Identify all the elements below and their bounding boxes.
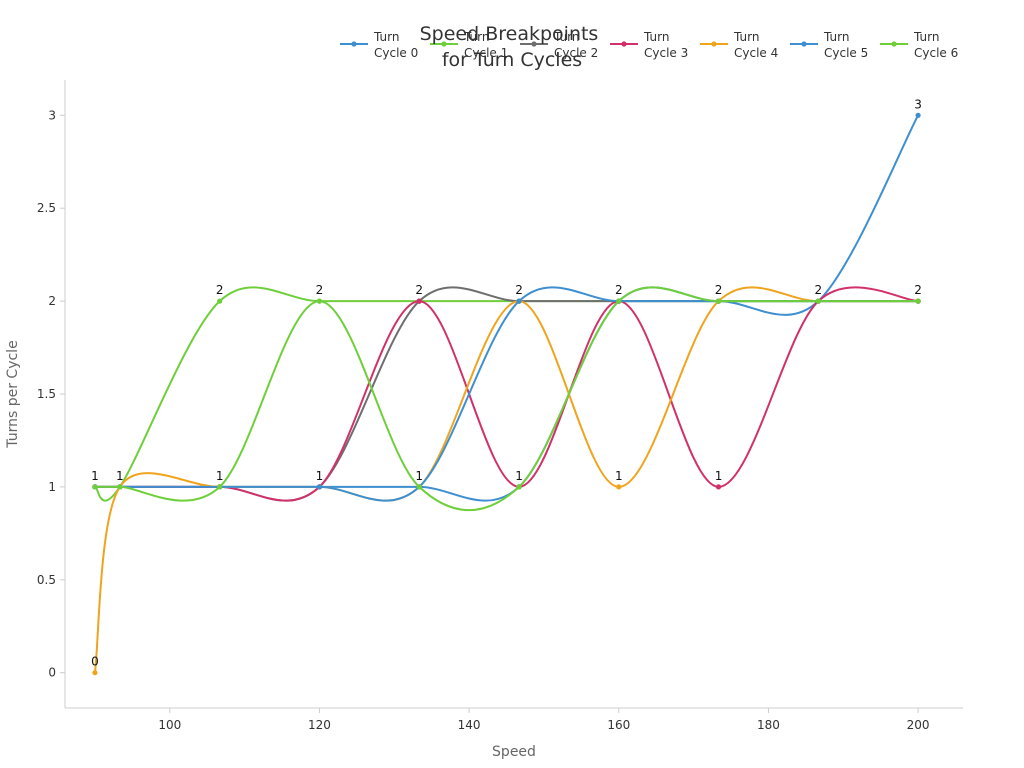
data-label: 1	[715, 469, 723, 483]
legend-label: Turn Cycle 1	[463, 30, 508, 60]
data-point	[815, 298, 821, 304]
chart-title: Speed Breakpoints for Turn Cycles	[420, 23, 605, 71]
legend-label-line: Cycle 6	[914, 46, 958, 60]
data-point	[616, 298, 622, 304]
y-axis-title: Turns per Cycle	[5, 340, 21, 448]
series-line-cycle-4	[93, 286, 919, 673]
data-label: 3	[914, 97, 922, 111]
legend-label-line: Cycle 5	[824, 46, 868, 60]
legend-item-cycle-0[interactable]: Turn Cycle 0	[340, 30, 418, 60]
legend-item-cycle-3[interactable]: Turn Cycle 3	[610, 30, 688, 60]
data-label: 1	[415, 469, 423, 483]
legend: Turn Cycle 0 Turn Cycle 1 Turn Cycle 2 Turn Cyc…	[340, 30, 958, 60]
chart-title-line-1: Speed Breakpoints	[420, 23, 599, 45]
data-label: 2	[415, 283, 423, 297]
legend-label: Turn Cycle 4	[733, 30, 778, 60]
data-point	[217, 298, 223, 304]
series-cycle-6	[92, 286, 921, 512]
data-label: 1	[91, 469, 99, 483]
legend-label: Turn Cycle 0	[373, 30, 418, 60]
data-point	[715, 298, 722, 304]
data-label: 1	[615, 469, 623, 483]
legend-marker	[801, 41, 807, 47]
axes: 100 120 140 160 180 200 00.511.522.53 Speed T…	[5, 80, 963, 760]
x-tick-label: 160	[607, 718, 630, 732]
legend-label-line: Cycle 1	[464, 46, 508, 60]
y-tick-label: 0.5	[37, 573, 56, 587]
y-tick-label: 2.5	[37, 201, 56, 215]
y-ticks: 0 0.5 1 1.5 2 2.5 3	[37, 108, 65, 680]
legend-label-line: Cycle 4	[734, 46, 778, 60]
data-label: 2	[914, 283, 922, 297]
legend-label-line: Turn	[373, 30, 399, 44]
legend-label-line: Cycle 0	[374, 46, 418, 60]
legend-label-line: Cycle 3	[644, 46, 688, 60]
legend-label-line: Turn	[463, 30, 489, 44]
x-ticks: 100 120 140 160 180 200	[158, 708, 930, 732]
data-point	[217, 484, 223, 490]
legend-marker	[351, 41, 357, 47]
data-label: 2	[316, 283, 324, 297]
data-point	[316, 298, 323, 304]
legend-marker	[441, 41, 447, 47]
data-label: 1	[515, 469, 523, 483]
legend-label-line: Cycle 2	[554, 46, 598, 60]
legend-label-line: Turn	[733, 30, 759, 44]
legend-marker	[531, 41, 537, 47]
y-tick-label: 2	[48, 294, 56, 308]
series-layer	[92, 112, 921, 676]
legend-label-line: Turn	[643, 30, 669, 44]
legend-label-line: Turn	[913, 30, 939, 44]
data-label: 1	[216, 469, 224, 483]
data-point	[117, 484, 123, 490]
legend-item-cycle-2[interactable]: Turn Cycle 2	[520, 30, 598, 60]
data-label: 0	[91, 655, 99, 669]
x-tick-label: 180	[757, 718, 780, 732]
x-tick-label: 120	[308, 718, 331, 732]
series-line-cycle-6	[94, 286, 919, 512]
data-point	[92, 484, 98, 490]
data-label: 2	[715, 283, 723, 297]
legend-item-cycle-5[interactable]: Turn Cycle 5	[790, 30, 868, 60]
legend-marker	[621, 41, 627, 47]
data-point	[715, 484, 722, 490]
y-tick-label: 1.5	[37, 387, 56, 401]
legend-marker	[891, 41, 897, 47]
legend-label: Turn Cycle 6	[913, 30, 958, 60]
data-point	[516, 298, 522, 304]
data-point	[516, 484, 522, 490]
data-label: 1	[116, 469, 124, 483]
legend-item-cycle-4[interactable]: Turn Cycle 4	[700, 30, 778, 60]
data-point	[416, 484, 422, 490]
y-tick-label: 1	[48, 480, 56, 494]
y-tick-label: 3	[48, 108, 56, 122]
data-point	[416, 298, 422, 304]
data-point	[915, 112, 921, 118]
data-label: 2	[815, 283, 823, 297]
y-tick-label: 0	[48, 666, 56, 680]
legend-item-cycle-1[interactable]: Turn Cycle 1	[430, 30, 508, 60]
legend-label: Turn Cycle 3	[643, 30, 688, 60]
data-point	[316, 484, 323, 490]
legend-label-line: Turn	[823, 30, 849, 44]
legend-label: Turn Cycle 5	[823, 30, 868, 60]
chart-title-line-2: for Turn Cycles	[442, 49, 582, 71]
legend-item-cycle-6[interactable]: Turn Cycle 6	[880, 30, 958, 60]
legend-marker	[711, 41, 717, 47]
x-tick-label: 200	[907, 718, 930, 732]
x-axis-title: Speed	[492, 744, 536, 760]
data-point	[616, 484, 622, 490]
legend-label-line: Turn	[553, 30, 579, 44]
data-label: 1	[316, 469, 324, 483]
x-tick-label: 140	[458, 718, 481, 732]
data-label: 2	[515, 283, 523, 297]
data-label: 2	[216, 283, 224, 297]
legend-label: Turn Cycle 2	[553, 30, 598, 60]
data-labels: 1 1 1 1 1 1 1 1 0 2 2 2 2 2 2 2 2 3	[91, 97, 922, 668]
data-label: 2	[615, 283, 623, 297]
data-point	[915, 298, 921, 304]
x-tick-label: 100	[158, 718, 181, 732]
data-point	[92, 670, 98, 676]
